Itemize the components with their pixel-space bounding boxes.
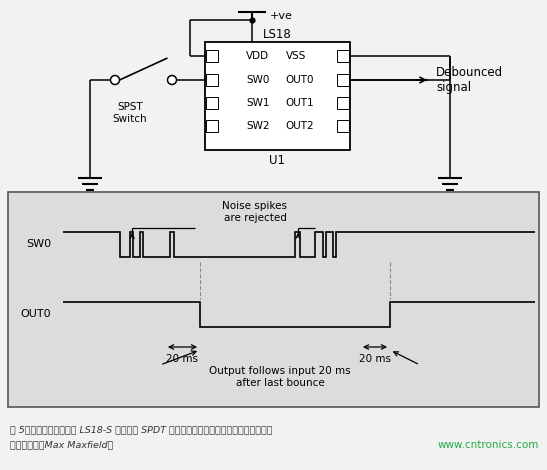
Bar (337, 50, 349, 62)
Text: 图 5：使用专用的三通道 LS18-S 芯片消除 SPDT 开关抖动（也有六通道和九通道器件）。: 图 5：使用专用的三通道 LS18-S 芯片消除 SPDT 开关抖动（也有六通道… (10, 425, 272, 434)
Text: OUT1: OUT1 (286, 98, 314, 108)
Text: 1: 1 (210, 52, 214, 61)
Text: 4: 4 (210, 122, 214, 131)
Text: +ve: +ve (270, 11, 293, 21)
Text: LS18: LS18 (263, 28, 292, 40)
Text: 6: 6 (341, 99, 346, 108)
Text: 20 ms: 20 ms (359, 354, 391, 364)
Text: SPST
Switch: SPST Switch (113, 102, 147, 124)
Text: （图片来源：Max Maxfield）: （图片来源：Max Maxfield） (10, 440, 113, 449)
Bar (337, 120, 349, 132)
Text: VSS: VSS (286, 51, 306, 61)
Text: U1: U1 (270, 154, 286, 166)
Bar (206, 120, 218, 132)
Text: 3: 3 (210, 99, 214, 108)
Bar (206, 97, 218, 109)
Bar (205, 42, 350, 150)
Circle shape (110, 76, 119, 85)
Text: 2: 2 (210, 76, 214, 85)
Text: 5: 5 (341, 122, 346, 131)
Text: 8: 8 (341, 52, 345, 61)
Bar (337, 97, 349, 109)
Text: OUT2: OUT2 (286, 121, 314, 131)
Bar (206, 74, 218, 86)
Text: SW0: SW0 (26, 239, 51, 249)
Text: VDD: VDD (246, 51, 270, 61)
Bar (206, 50, 218, 62)
Text: Output follows input 20 ms
after last bounce: Output follows input 20 ms after last bo… (209, 366, 351, 388)
Text: 20 ms: 20 ms (166, 354, 198, 364)
Text: 7: 7 (341, 76, 346, 85)
Text: SW1: SW1 (246, 98, 270, 108)
Bar (337, 74, 349, 86)
Text: SW2: SW2 (246, 121, 270, 131)
Text: Noise spikes
are rejected: Noise spikes are rejected (223, 201, 288, 223)
Text: OUT0: OUT0 (20, 309, 51, 319)
Text: www.cntronics.com: www.cntronics.com (438, 440, 539, 450)
Text: OUT0: OUT0 (286, 75, 314, 85)
Bar (8, 192, 539, 407)
Circle shape (167, 76, 177, 85)
Text: Debounced
signal: Debounced signal (436, 66, 503, 94)
Text: SW0: SW0 (246, 75, 270, 85)
